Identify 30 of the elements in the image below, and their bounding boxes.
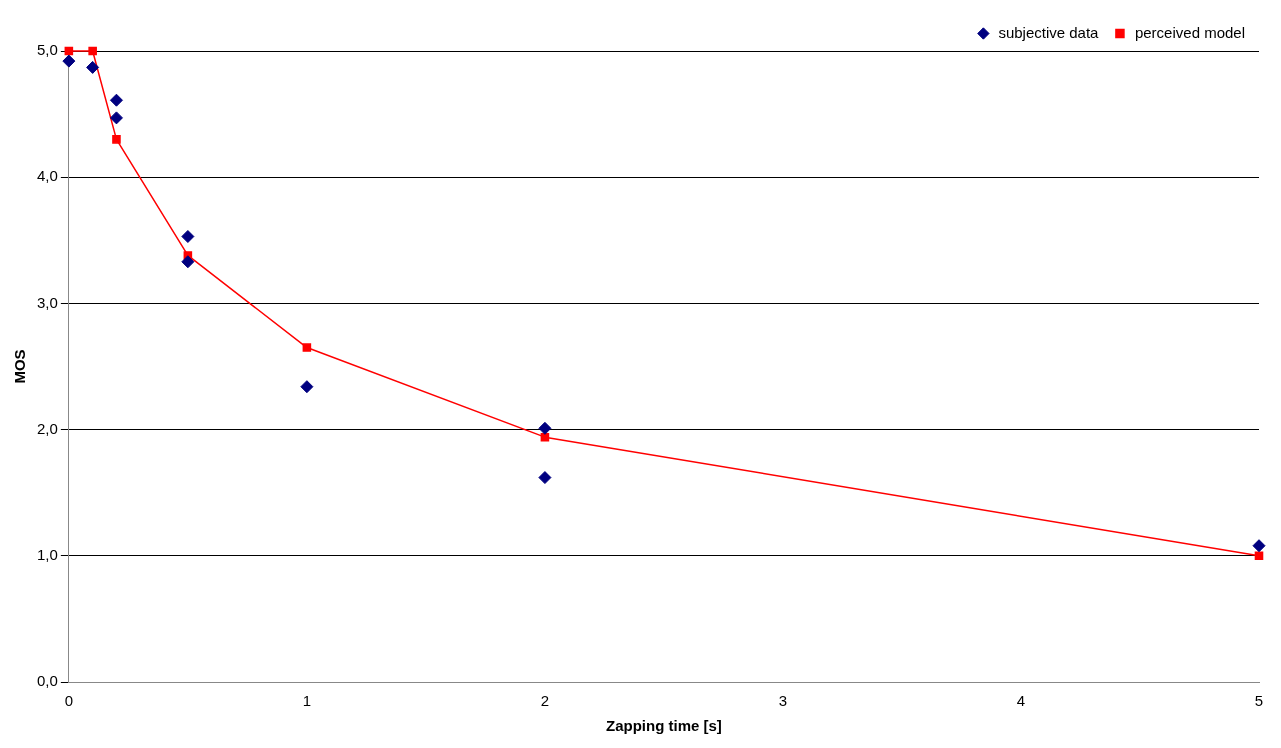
point <box>1254 551 1264 561</box>
y-tick-label: 5,0 <box>36 41 58 59</box>
point <box>109 111 123 125</box>
x-tick-label: 2 <box>540 692 550 710</box>
point <box>88 46 97 56</box>
point <box>86 60 100 74</box>
x-tick-label: 4 <box>1016 692 1026 710</box>
point <box>109 93 123 107</box>
point <box>181 230 195 244</box>
y-tick-label: 1,0 <box>36 545 58 563</box>
legend-label: perceived model <box>1134 23 1245 41</box>
legend-label: subjective data <box>998 23 1100 41</box>
y-tick-label: 3,0 <box>36 293 58 311</box>
point <box>64 46 74 56</box>
point <box>181 255 195 269</box>
point <box>302 343 312 352</box>
y-tick-label: 2,0 <box>36 419 58 437</box>
point <box>300 380 314 394</box>
x-tick-label: 3 <box>778 692 788 710</box>
y-tick-label: 0,0 <box>36 672 58 690</box>
x-tick-label: 0 <box>64 692 74 710</box>
y-axis-title: MOS <box>11 349 29 384</box>
point <box>112 135 121 144</box>
x-tick-label: 1 <box>302 692 312 710</box>
point <box>538 421 552 435</box>
x-tick-label: 5 <box>1254 692 1264 710</box>
point <box>1252 539 1266 553</box>
point <box>538 471 552 485</box>
y-tick-label: 4,0 <box>36 167 58 185</box>
x-axis-title: Zapping time [s] <box>606 717 722 735</box>
